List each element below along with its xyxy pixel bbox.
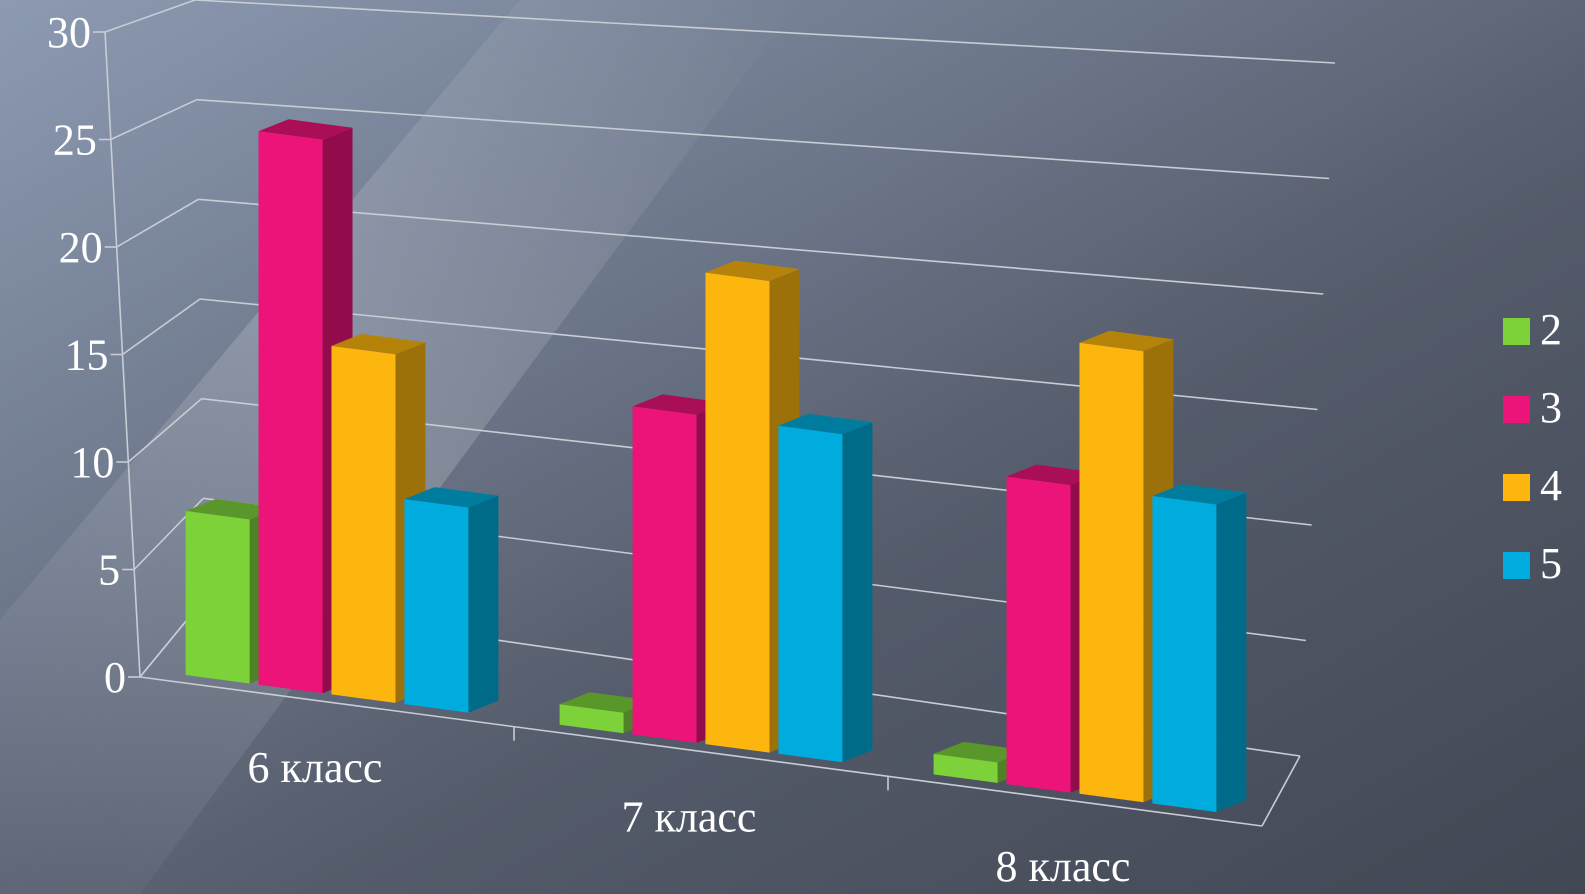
legend-swatch — [1503, 396, 1530, 423]
bar-top-face — [404, 487, 499, 508]
legend-label: 5 — [1540, 539, 1562, 588]
legend: 2 3 4 5 — [1503, 305, 1562, 588]
bar-front-face — [1152, 495, 1217, 812]
legend-item: 5 — [1503, 539, 1562, 588]
side-gridline — [122, 298, 201, 356]
bar — [404, 487, 499, 713]
y-tick-label: 15 — [65, 331, 109, 380]
bar-top-face — [1079, 330, 1174, 352]
bar-front-face — [1006, 476, 1071, 793]
bar-front-face — [404, 499, 469, 713]
bar-top-face — [778, 413, 873, 435]
legend-swatch — [1503, 552, 1530, 579]
bar-top-face — [1006, 464, 1101, 486]
bar-front-face — [559, 704, 624, 734]
y-tick-label: 30 — [47, 8, 91, 57]
bar-top-face — [185, 499, 280, 520]
y-tick-label: 5 — [98, 546, 120, 595]
side-gridline — [110, 98, 198, 141]
bar-front-face — [331, 345, 396, 703]
bar-front-face — [778, 425, 843, 763]
y-tick-label: 0 — [104, 653, 126, 702]
bar-side-face — [468, 495, 499, 713]
bar-front-face — [1079, 342, 1144, 803]
bar-front-face — [705, 272, 770, 753]
bar-top-face — [705, 260, 800, 282]
legend-label: 4 — [1540, 461, 1562, 510]
bar-top-face — [933, 741, 1028, 763]
x-axis-line — [139, 676, 1263, 827]
bar-top-face — [559, 692, 654, 713]
y-axis-line — [104, 31, 141, 678]
bars — [185, 119, 1247, 812]
x-category-label: 8 класс — [996, 842, 1131, 891]
bar-top-face — [258, 119, 353, 140]
bar-front-face — [933, 753, 998, 783]
bar — [778, 413, 873, 763]
gridline — [198, 198, 1324, 295]
side-gridline — [116, 198, 199, 248]
side-gridline — [127, 398, 203, 463]
legend-swatch — [1503, 474, 1530, 501]
legend-item: 3 — [1503, 383, 1562, 432]
bar-front-face — [632, 406, 697, 743]
y-tick-label: 20 — [59, 223, 103, 272]
x-category-label: 6 класс — [248, 743, 383, 792]
y-tick-label: 10 — [70, 438, 114, 487]
bar-top-face — [331, 333, 426, 355]
legend-label: 2 — [1540, 305, 1562, 354]
bar-front-face — [258, 131, 323, 694]
legend-item: 4 — [1503, 461, 1562, 510]
x-category-label: 7 класс — [622, 793, 757, 842]
axis-labels: 0 5 10 15 20 25 30 6 класс 7 класс 8 класс — [47, 8, 1130, 891]
gridline — [196, 98, 1330, 180]
bar — [559, 692, 654, 734]
bar-top-face — [1152, 483, 1247, 505]
bar-top-face — [632, 394, 727, 415]
legend-item: 2 — [1503, 305, 1562, 354]
side-gridline — [104, 0, 196, 33]
floor-edge — [1261, 755, 1301, 827]
bar-side-face — [842, 422, 873, 763]
bar — [1152, 483, 1247, 812]
gridline — [194, 0, 1336, 64]
legend-label: 3 — [1540, 383, 1562, 432]
legend-swatch — [1503, 318, 1530, 345]
bar-front-face — [185, 511, 250, 684]
y-tick-label: 25 — [53, 116, 97, 165]
bar-side-face — [1216, 492, 1247, 812]
